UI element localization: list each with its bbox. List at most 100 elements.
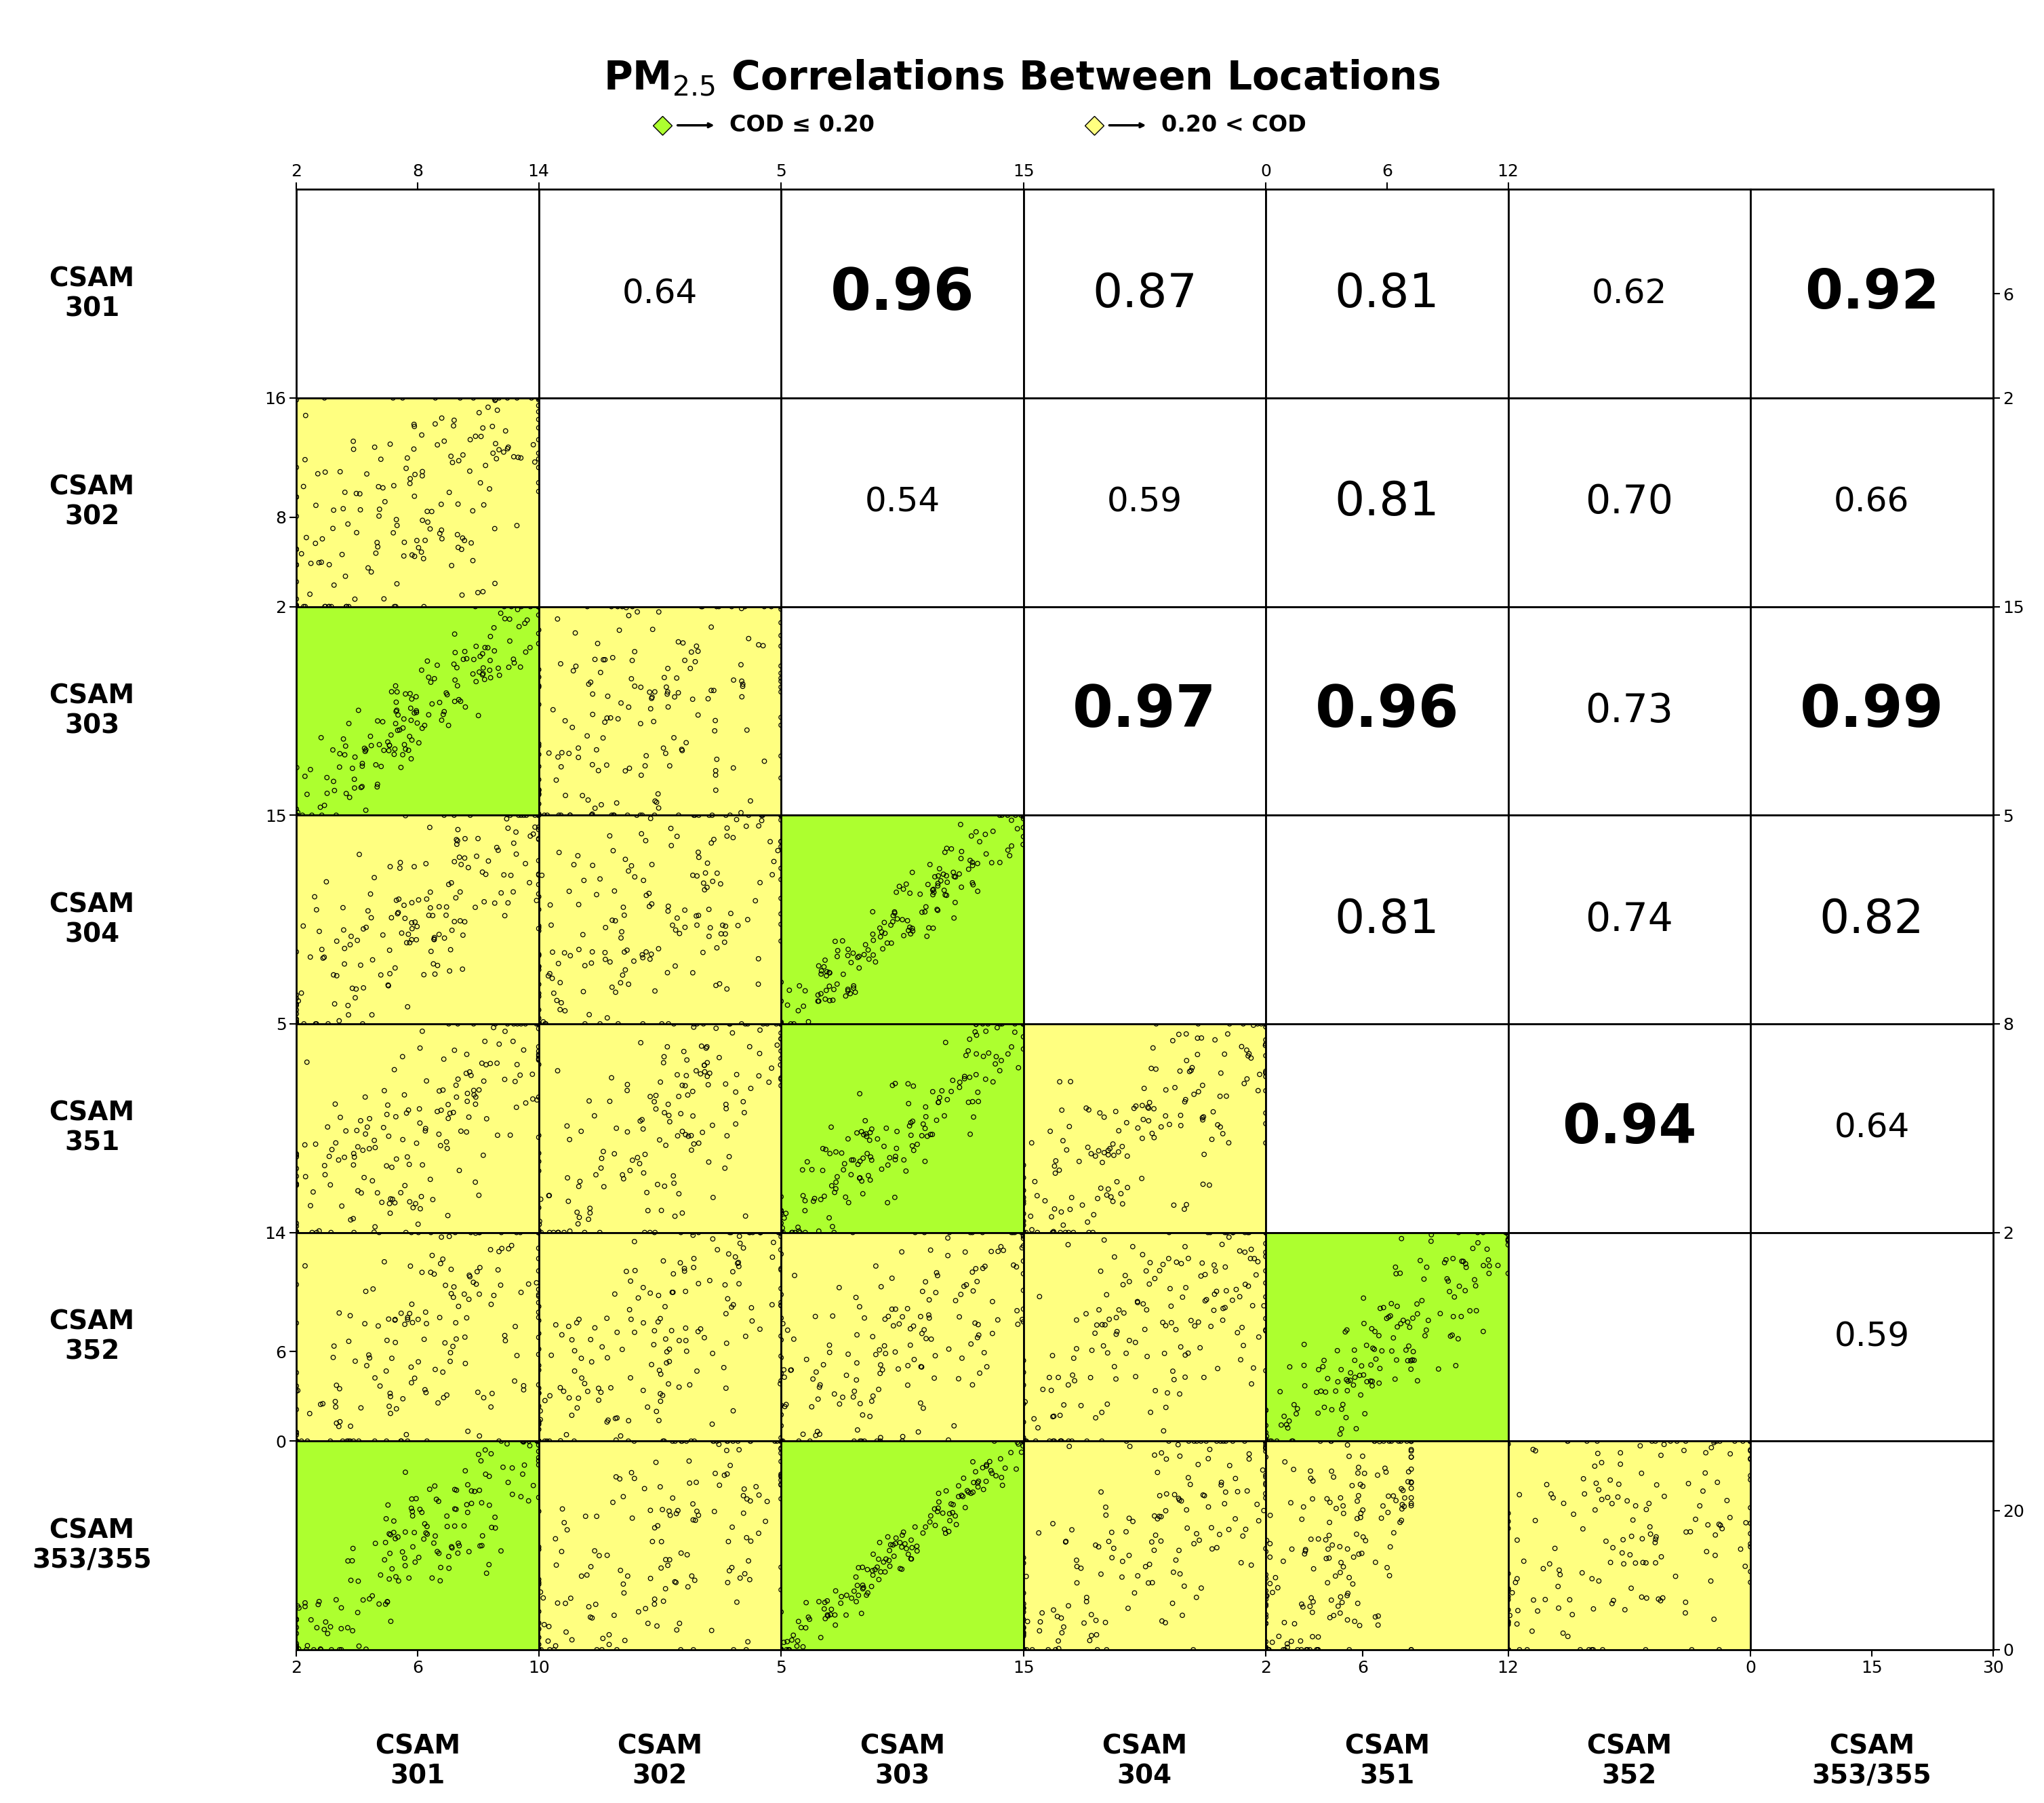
Point [928, 860, 961, 889]
Point [533, 739, 566, 768]
Point [1073, 1626, 1106, 1655]
Point [1357, 1334, 1390, 1363]
Point [303, 1217, 335, 1246]
Point [423, 920, 456, 948]
Point [1361, 1601, 1394, 1630]
Point [619, 1257, 652, 1286]
Point [1010, 1561, 1042, 1590]
Point [1386, 1495, 1419, 1524]
Point [358, 864, 390, 892]
Point [689, 1051, 722, 1080]
Point [280, 591, 313, 620]
Point [1345, 1381, 1378, 1410]
Point [294, 755, 327, 784]
Point [740, 887, 773, 916]
Point [525, 860, 558, 889]
Point [1120, 1287, 1153, 1316]
Point [1249, 1635, 1282, 1664]
Point [1008, 1426, 1040, 1455]
Point [764, 673, 797, 701]
Point [607, 938, 640, 966]
Point [458, 1010, 491, 1039]
Point [1130, 1257, 1163, 1286]
Point [764, 1426, 797, 1455]
Point [865, 1558, 897, 1587]
Point [411, 1520, 444, 1549]
Point [787, 992, 820, 1020]
Point [891, 1295, 924, 1323]
Point [507, 1376, 540, 1405]
Point [675, 1121, 707, 1150]
Point [854, 1145, 887, 1174]
Point [805, 1156, 838, 1185]
Point [280, 795, 313, 824]
Point [1249, 1426, 1282, 1455]
Point [1386, 1305, 1419, 1334]
Point [930, 867, 963, 896]
Point [1183, 1334, 1216, 1363]
Point [403, 534, 435, 563]
Point [922, 1496, 955, 1525]
Point [912, 1121, 944, 1150]
Point [1719, 1426, 1752, 1455]
Point [1733, 1426, 1766, 1455]
Point [891, 1069, 924, 1098]
Point [280, 591, 313, 620]
Point [1613, 1540, 1645, 1569]
Point [448, 526, 480, 555]
Point [343, 1426, 376, 1455]
Point [717, 1635, 750, 1664]
Point [523, 1219, 556, 1248]
Point [644, 1379, 677, 1408]
Point [548, 1219, 580, 1248]
Point [1492, 1226, 1525, 1255]
Point [636, 849, 668, 878]
Point [1392, 1457, 1425, 1486]
Point [493, 604, 525, 633]
Point [764, 1304, 797, 1332]
Point [280, 1635, 313, 1664]
Point [1713, 1439, 1746, 1468]
Point [601, 705, 634, 734]
Point [722, 1248, 754, 1277]
Point [1032, 1363, 1065, 1392]
Point [838, 1377, 871, 1406]
Point [407, 545, 439, 573]
Point [523, 591, 556, 620]
Point [388, 1459, 421, 1487]
Point [1008, 1010, 1040, 1039]
Point [378, 1329, 411, 1358]
Point [601, 1318, 634, 1347]
Point [1249, 1585, 1282, 1614]
Point [280, 1269, 313, 1298]
Point [891, 907, 924, 936]
Point [464, 1219, 497, 1248]
Point [1249, 1426, 1282, 1455]
Point [407, 1017, 439, 1046]
Point [1576, 1565, 1609, 1594]
Point [897, 1071, 930, 1100]
Point [634, 892, 666, 921]
Point [1173, 1426, 1206, 1455]
Point [309, 384, 341, 413]
Point [1186, 1574, 1218, 1603]
Point [699, 716, 732, 745]
Point [961, 849, 993, 878]
Point [343, 1107, 376, 1136]
Point [1423, 1354, 1455, 1383]
Point [380, 1563, 413, 1592]
Point [666, 629, 699, 658]
Point [1008, 1010, 1040, 1039]
Point [1492, 1635, 1525, 1664]
Point [764, 1635, 797, 1664]
Point [280, 591, 313, 620]
Point [1008, 1246, 1040, 1275]
Point [1008, 1426, 1040, 1455]
Point [307, 525, 339, 554]
Point [1249, 1419, 1282, 1448]
Point [378, 591, 411, 620]
Point [544, 995, 576, 1024]
Point [1073, 1219, 1106, 1248]
Point [1008, 1307, 1040, 1336]
Point [809, 1588, 842, 1617]
